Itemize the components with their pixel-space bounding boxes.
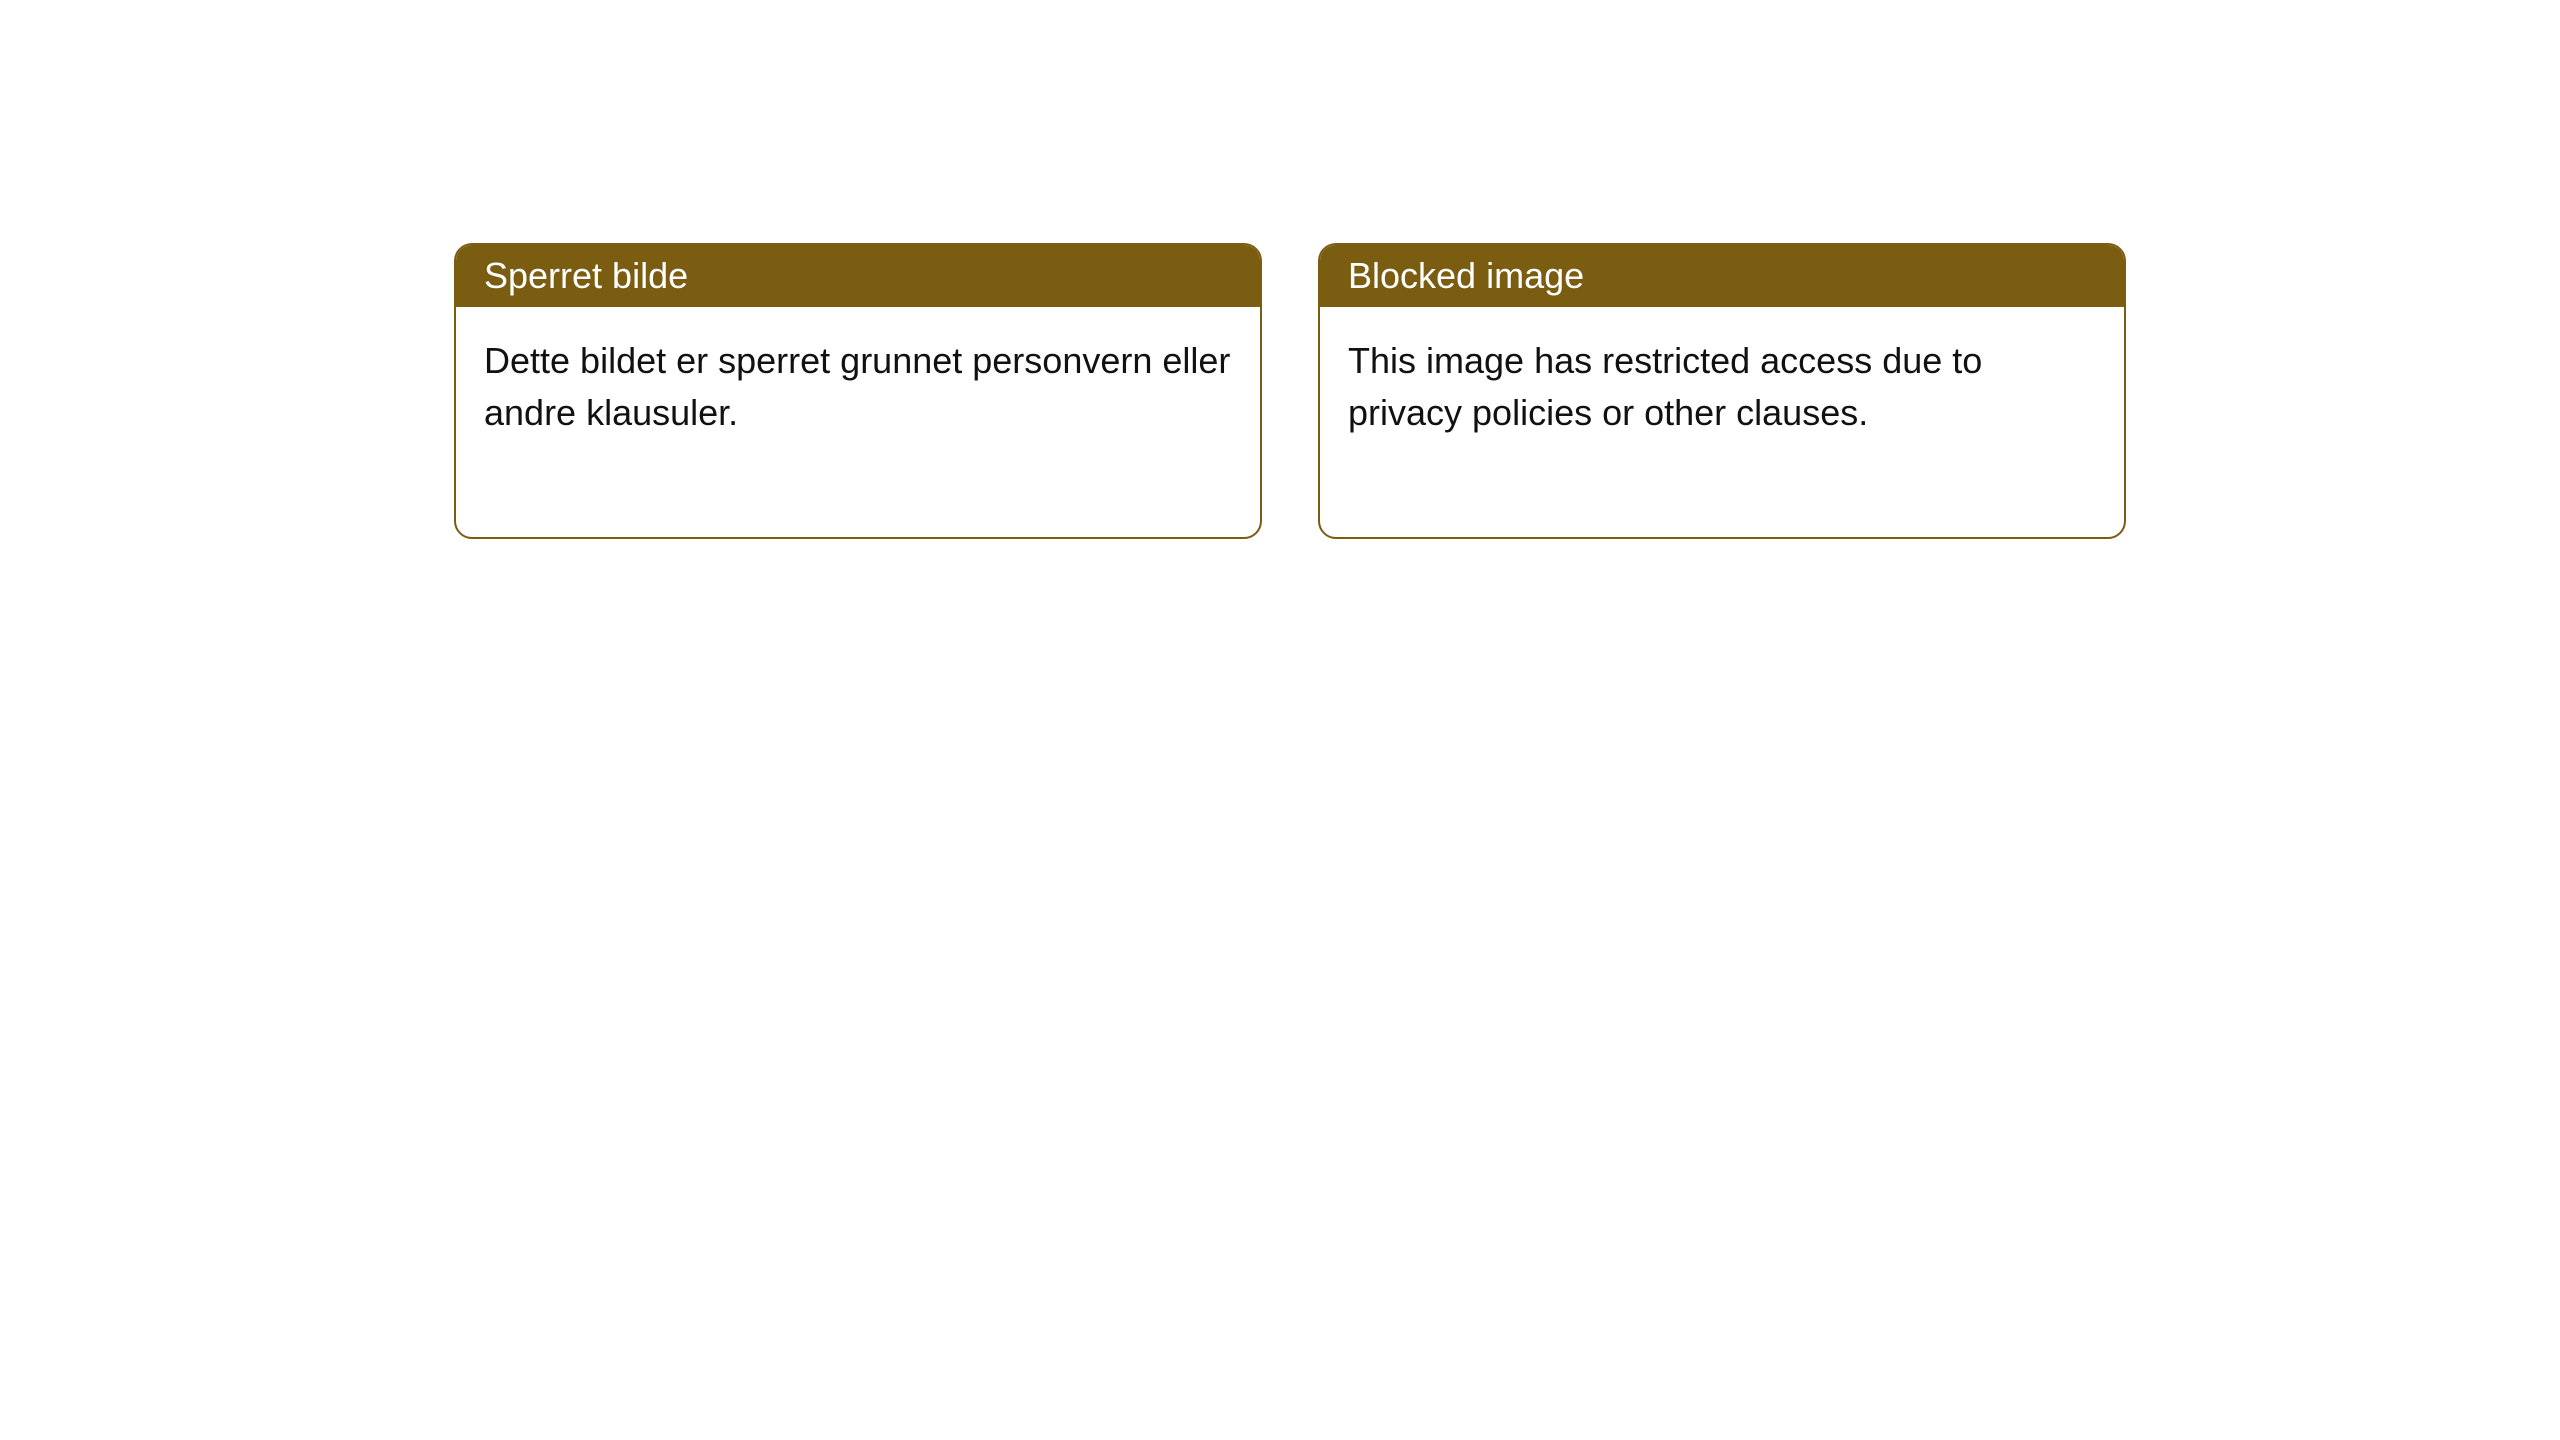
cards-container: Sperret bilde Dette bildet er sperret gr… <box>454 243 2126 539</box>
card-title-en: Blocked image <box>1348 255 1584 296</box>
card-header-en: Blocked image <box>1320 245 2124 307</box>
card-title-no: Sperret bilde <box>484 255 688 296</box>
card-body-no: Dette bildet er sperret grunnet personve… <box>456 307 1260 537</box>
blocked-image-card-en: Blocked image This image has restricted … <box>1318 243 2126 539</box>
card-body-en: This image has restricted access due to … <box>1320 307 2124 537</box>
card-body-text-en: This image has restricted access due to … <box>1348 340 1982 433</box>
blocked-image-card-no: Sperret bilde Dette bildet er sperret gr… <box>454 243 1262 539</box>
card-header-no: Sperret bilde <box>456 245 1260 307</box>
card-body-text-no: Dette bildet er sperret grunnet personve… <box>484 340 1230 433</box>
